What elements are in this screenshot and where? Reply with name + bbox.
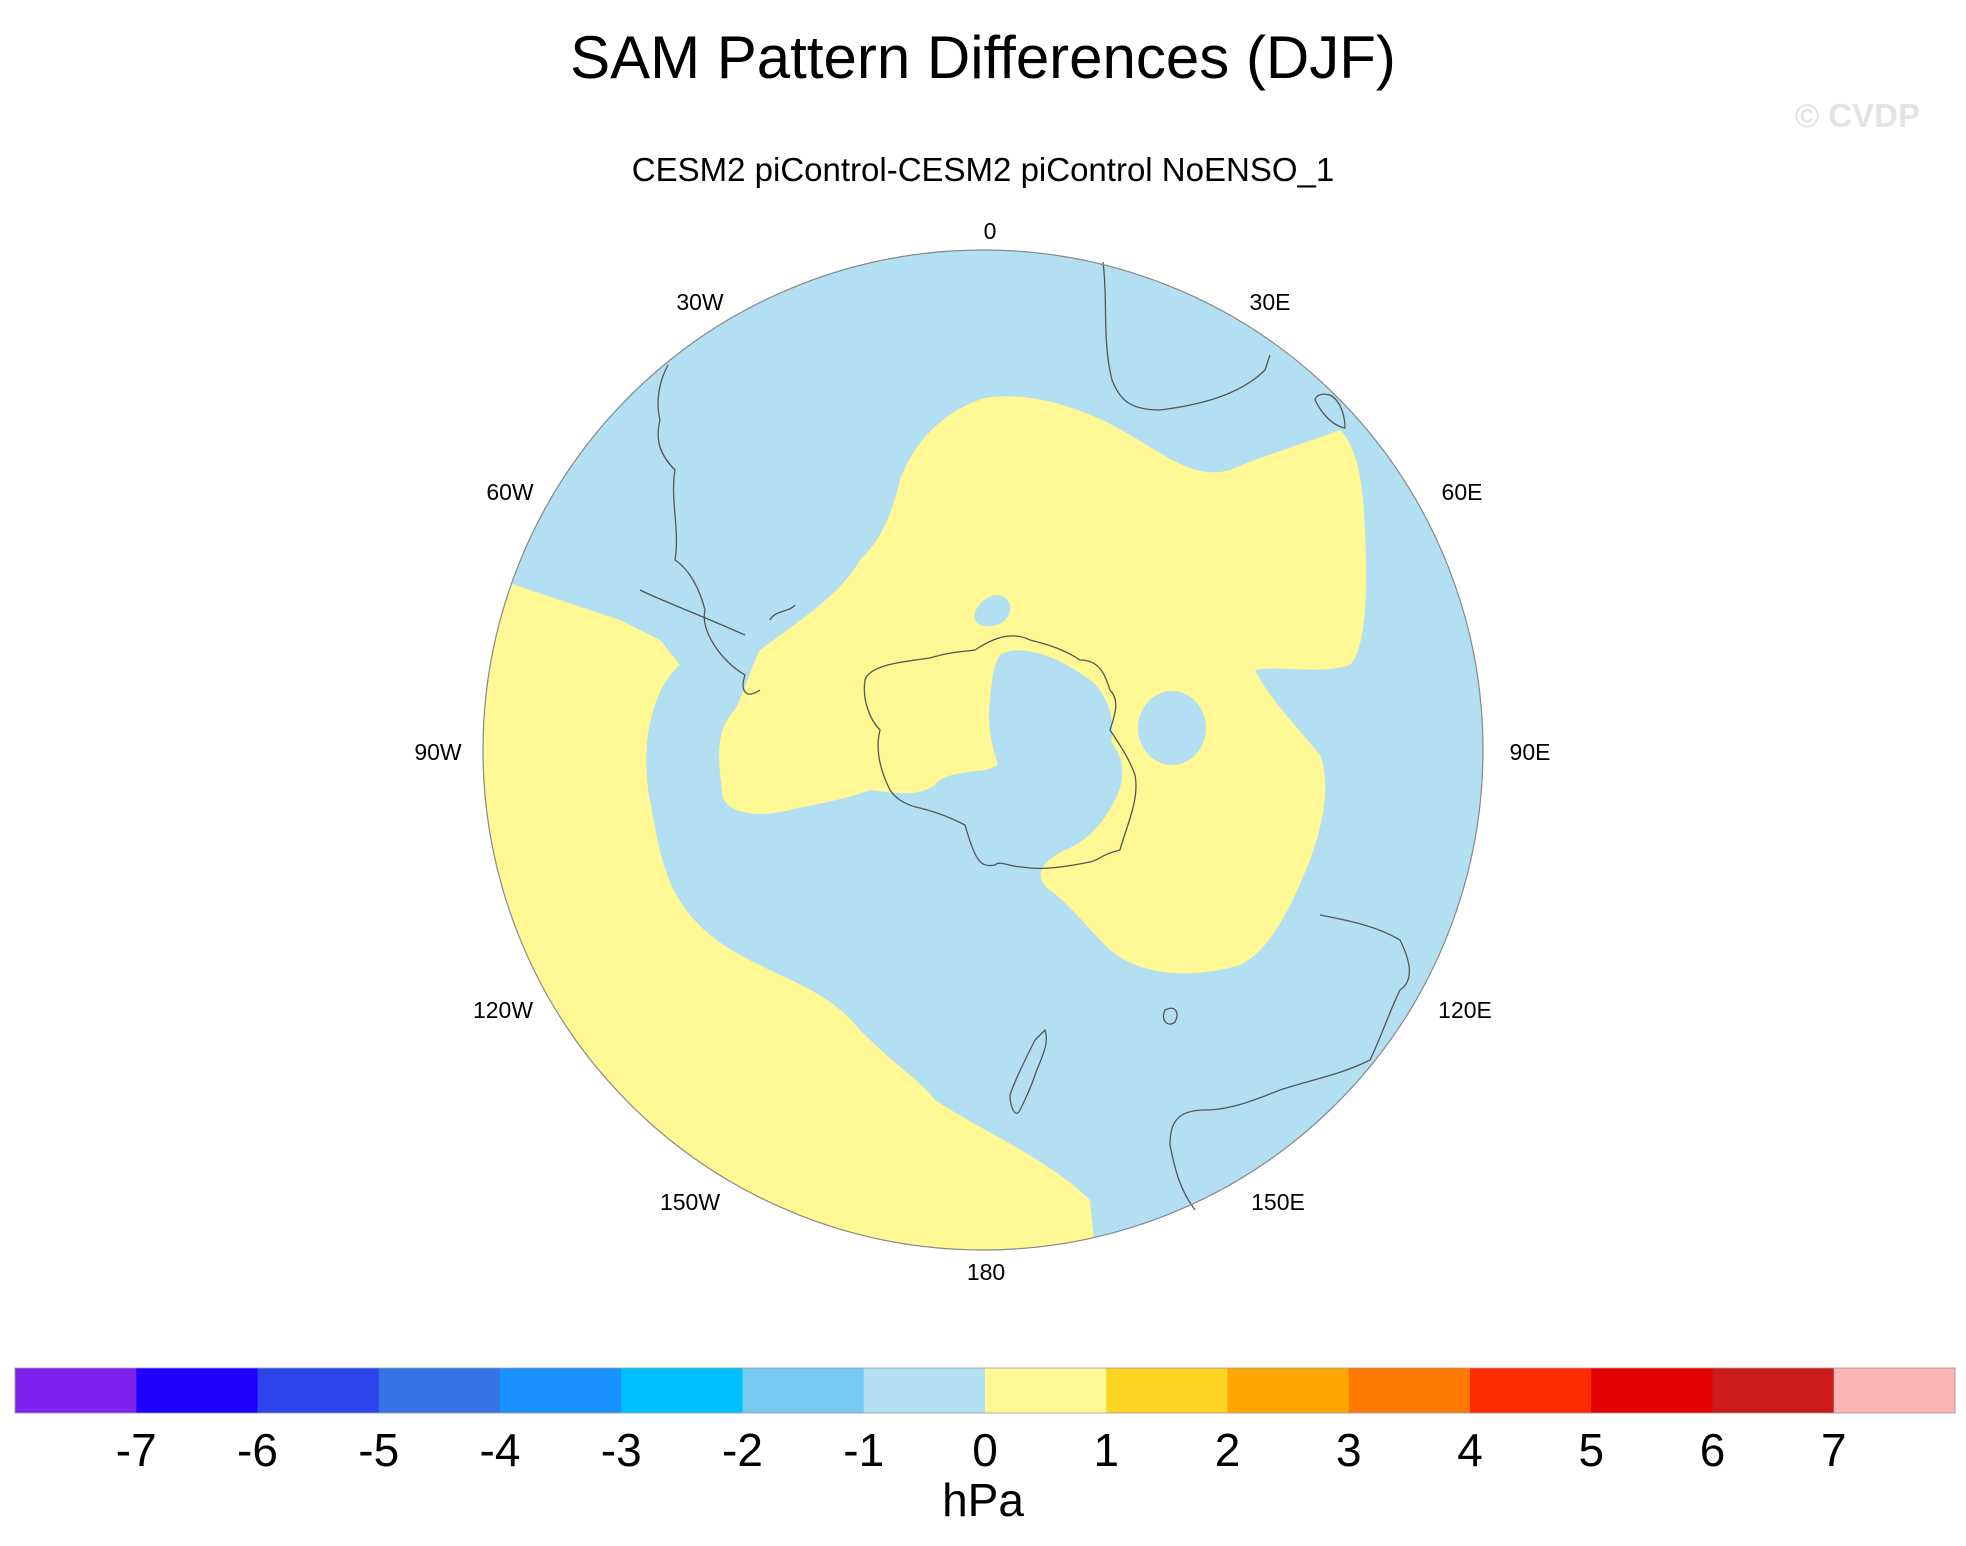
- colorbar-swatch: [863, 1368, 986, 1413]
- coastline-africa: [1102, 261, 1271, 411]
- colorbar-tick-label: 5: [1578, 1424, 1604, 1476]
- colorbar-swatch: [621, 1368, 743, 1413]
- colorbar-swatch: [1833, 1368, 1956, 1413]
- colorbar-swatch: [1227, 1368, 1350, 1413]
- colorbar-swatch: [1470, 1368, 1592, 1413]
- lon-label-90e: 90E: [1510, 739, 1551, 765]
- colorbar-tick-label: -5: [358, 1424, 399, 1476]
- colorbar-swatch: [1591, 1368, 1713, 1413]
- negative-anomaly-pocket-peninsula: [974, 595, 1011, 627]
- colorbar-swatch: [985, 1368, 1107, 1413]
- chart-subtitle: CESM2 piControl-CESM2 piControl NoENSO_1: [632, 151, 1334, 188]
- colorbar: -7 -6 -5 -4 -3 -2 -1 0 1 2 3 4 5 6 7 hPa: [14, 1367, 1956, 1526]
- colorbar-swatch: [136, 1368, 258, 1413]
- colorbar-tick-label: 1: [1093, 1424, 1119, 1476]
- coastline-falklands-sector: [639, 589, 796, 636]
- colorbar-swatch: [500, 1368, 622, 1413]
- chart-title: SAM Pattern Differences (DJF): [570, 24, 1396, 91]
- colorbar-swatch: [1106, 1368, 1228, 1413]
- negative-anomaly-pocket-weddell: [988, 650, 1113, 861]
- colorbar-frame: [14, 1367, 1956, 1414]
- colorbar-swatch: [15, 1368, 137, 1413]
- colorbar-swatch: [257, 1368, 380, 1413]
- colorbar-tick-labels: -7 -6 -5 -4 -3 -2 -1 0 1 2 3 4 5 6 7: [116, 1424, 1847, 1476]
- colorbar-tick-label: -2: [722, 1424, 763, 1476]
- colorbar-swatch: [1348, 1368, 1471, 1413]
- colorbar-tick-label: -6: [237, 1424, 278, 1476]
- colorbar-swatch: [742, 1368, 865, 1413]
- colorbar-tick-label: 6: [1700, 1424, 1726, 1476]
- colorbar-swatch: [1712, 1368, 1835, 1413]
- coastline-south-america: [657, 364, 761, 695]
- lon-label-30e: 30E: [1250, 289, 1291, 315]
- map-boundary: [482, 249, 1484, 1251]
- colorbar-swatches: [14, 1367, 1956, 1414]
- colorbar-tick-label: 4: [1457, 1424, 1483, 1476]
- lon-label-180: 180: [967, 1259, 1005, 1285]
- lon-label-0: 0: [984, 218, 997, 244]
- coastline-new-zealand: [1009, 1029, 1047, 1114]
- lon-label-60e: 60E: [1442, 479, 1483, 505]
- colorbar-tick-label: -1: [843, 1424, 884, 1476]
- longitude-labels: 0 30E 60E 90E 120E 150E 180 150W 120W 90…: [414, 218, 1550, 1285]
- colorbar-tick-label: 7: [1821, 1424, 1847, 1476]
- colorbar-swatch: [378, 1368, 501, 1413]
- copyright-watermark: © CVDP: [1795, 97, 1920, 134]
- coastline-antarctica: [863, 635, 1137, 870]
- lon-label-120e: 120E: [1438, 997, 1492, 1023]
- colorbar-tick-label: -3: [601, 1424, 642, 1476]
- colorbar-tick-label: -7: [116, 1424, 157, 1476]
- colorbar-tick-label: 2: [1215, 1424, 1241, 1476]
- colorbar-tick-label: 0: [972, 1424, 998, 1476]
- lon-label-120w: 120W: [473, 997, 533, 1023]
- colorbar-unit-label: hPa: [942, 1474, 1024, 1526]
- colorbar-tick-label: -4: [480, 1424, 521, 1476]
- coastline-madagascar: [1314, 393, 1346, 429]
- coastline-tasmania: [1162, 1007, 1178, 1025]
- coastline-australia: [1169, 914, 1411, 1211]
- lon-label-60w: 60W: [486, 479, 534, 505]
- coastlines: [639, 261, 1411, 1211]
- lon-label-90w: 90W: [414, 739, 462, 765]
- lon-label-30w: 30W: [676, 289, 724, 315]
- lon-label-150e: 150E: [1251, 1189, 1305, 1215]
- lon-label-150w: 150W: [660, 1189, 720, 1215]
- colorbar-tick-label: 3: [1336, 1424, 1362, 1476]
- polar-map: 0 30E 60E 90E 120E 150E 180 150W 120W 90…: [414, 218, 1550, 1285]
- negative-anomaly-pocket-east: [1138, 691, 1206, 765]
